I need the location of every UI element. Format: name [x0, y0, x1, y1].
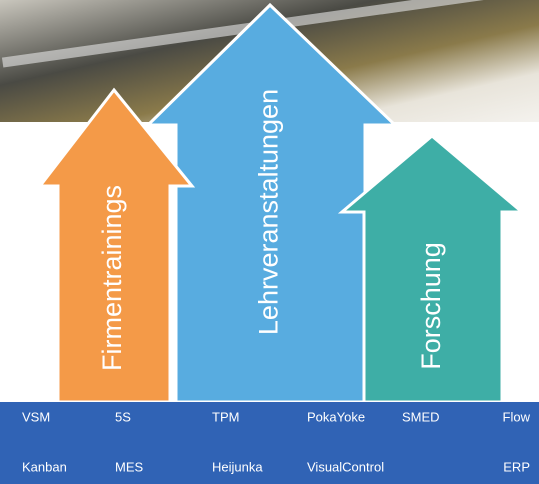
arrows: Lehrveranstaltungen Firmentrainings Forsch…	[36, 2, 527, 404]
term: PokaYoke	[307, 409, 365, 424]
term: VSM	[22, 409, 50, 424]
term: SMED	[402, 409, 440, 424]
arrow-label: Firmentrainings	[97, 185, 127, 371]
term: Flow	[503, 409, 531, 424]
term: ERP	[503, 459, 530, 474]
term: MES	[115, 459, 144, 474]
terms-band	[0, 402, 539, 484]
term: Heijunka	[212, 459, 263, 474]
term: VisualControl	[307, 459, 384, 474]
arrow-label: Forschung	[416, 242, 446, 370]
term: Kanban	[22, 459, 67, 474]
arrow-label: Lehrveranstaltungen	[254, 89, 284, 335]
term: TPM	[212, 409, 239, 424]
term: 5S	[115, 409, 131, 424]
terms: VSM 5S TPM PokaYoke SMED Flow Kanban MES Heijunk…	[22, 409, 531, 474]
